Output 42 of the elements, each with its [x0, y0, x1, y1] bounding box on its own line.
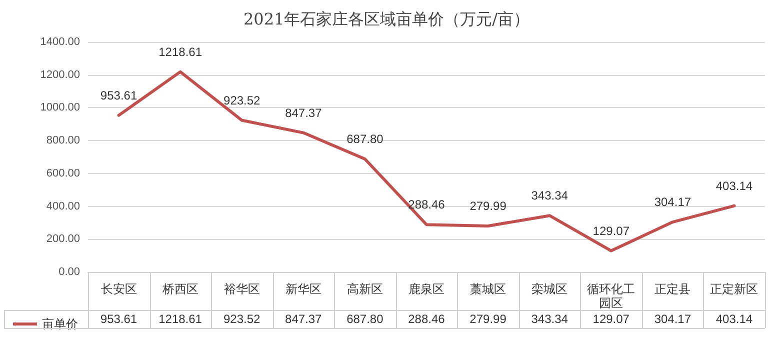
- text: 953.61: [100, 88, 138, 102]
- x-tick-label: 循环化工园区: [587, 282, 636, 310]
- data-label: 279.99: [468, 311, 508, 328]
- y-tick-label: 800.00: [46, 134, 80, 147]
- data-label: 1218.61: [158, 311, 203, 328]
- x-tick-label: 藁城区: [470, 282, 506, 296]
- data-label: 953.61: [99, 311, 138, 328]
- chart-title: 2021年石家庄各区域亩单价（万元/亩）: [243, 10, 530, 28]
- text: 288.46: [408, 198, 445, 212]
- data-label: 403.14: [714, 311, 754, 328]
- data-label: 343.34: [530, 311, 569, 328]
- text: 304.17: [654, 195, 692, 210]
- text: 1218.61: [158, 44, 202, 59]
- y-tick-label: 1200.00: [40, 68, 80, 81]
- x-tick-label: 新华区: [285, 282, 322, 296]
- y-tick-label: 0.00: [58, 266, 80, 278]
- x-tick-label: 鹿泉区: [408, 282, 444, 296]
- y-tick-label: 1400.00: [40, 36, 80, 48]
- y-tick-label: 200.00: [46, 233, 80, 246]
- data-label: 847.37: [284, 311, 323, 328]
- y-tick-label: 400.00: [46, 200, 80, 212]
- x-tick-label: 正定县: [654, 282, 691, 296]
- text: 923.52: [224, 93, 260, 108]
- x-tick-label: 裕华区: [224, 282, 260, 296]
- text: 847.37: [285, 106, 322, 120]
- x-tick-label: 桥西区: [161, 282, 198, 296]
- x-tick-label: 长安区: [100, 282, 137, 296]
- text: 129.07: [592, 224, 630, 238]
- data-label: 304.17: [653, 311, 692, 328]
- y-tick-label: 1000.00: [40, 102, 80, 114]
- text: 343.34: [531, 188, 568, 203]
- x-tick-label: 高新区: [346, 282, 383, 296]
- data-label: 687.80: [346, 311, 384, 328]
- y-tick-label: 600.00: [46, 167, 80, 180]
- data-label: 923.52: [222, 311, 262, 328]
- data-label: 288.46: [407, 311, 446, 328]
- text: 403.14: [716, 178, 753, 193]
- text: 687.80: [346, 132, 384, 146]
- x-tick-label: 栾城区: [532, 282, 568, 296]
- x-tick-label: 正定新区: [710, 282, 758, 296]
- data-label: 129.07: [592, 311, 630, 328]
- text: 279.99: [470, 199, 506, 213]
